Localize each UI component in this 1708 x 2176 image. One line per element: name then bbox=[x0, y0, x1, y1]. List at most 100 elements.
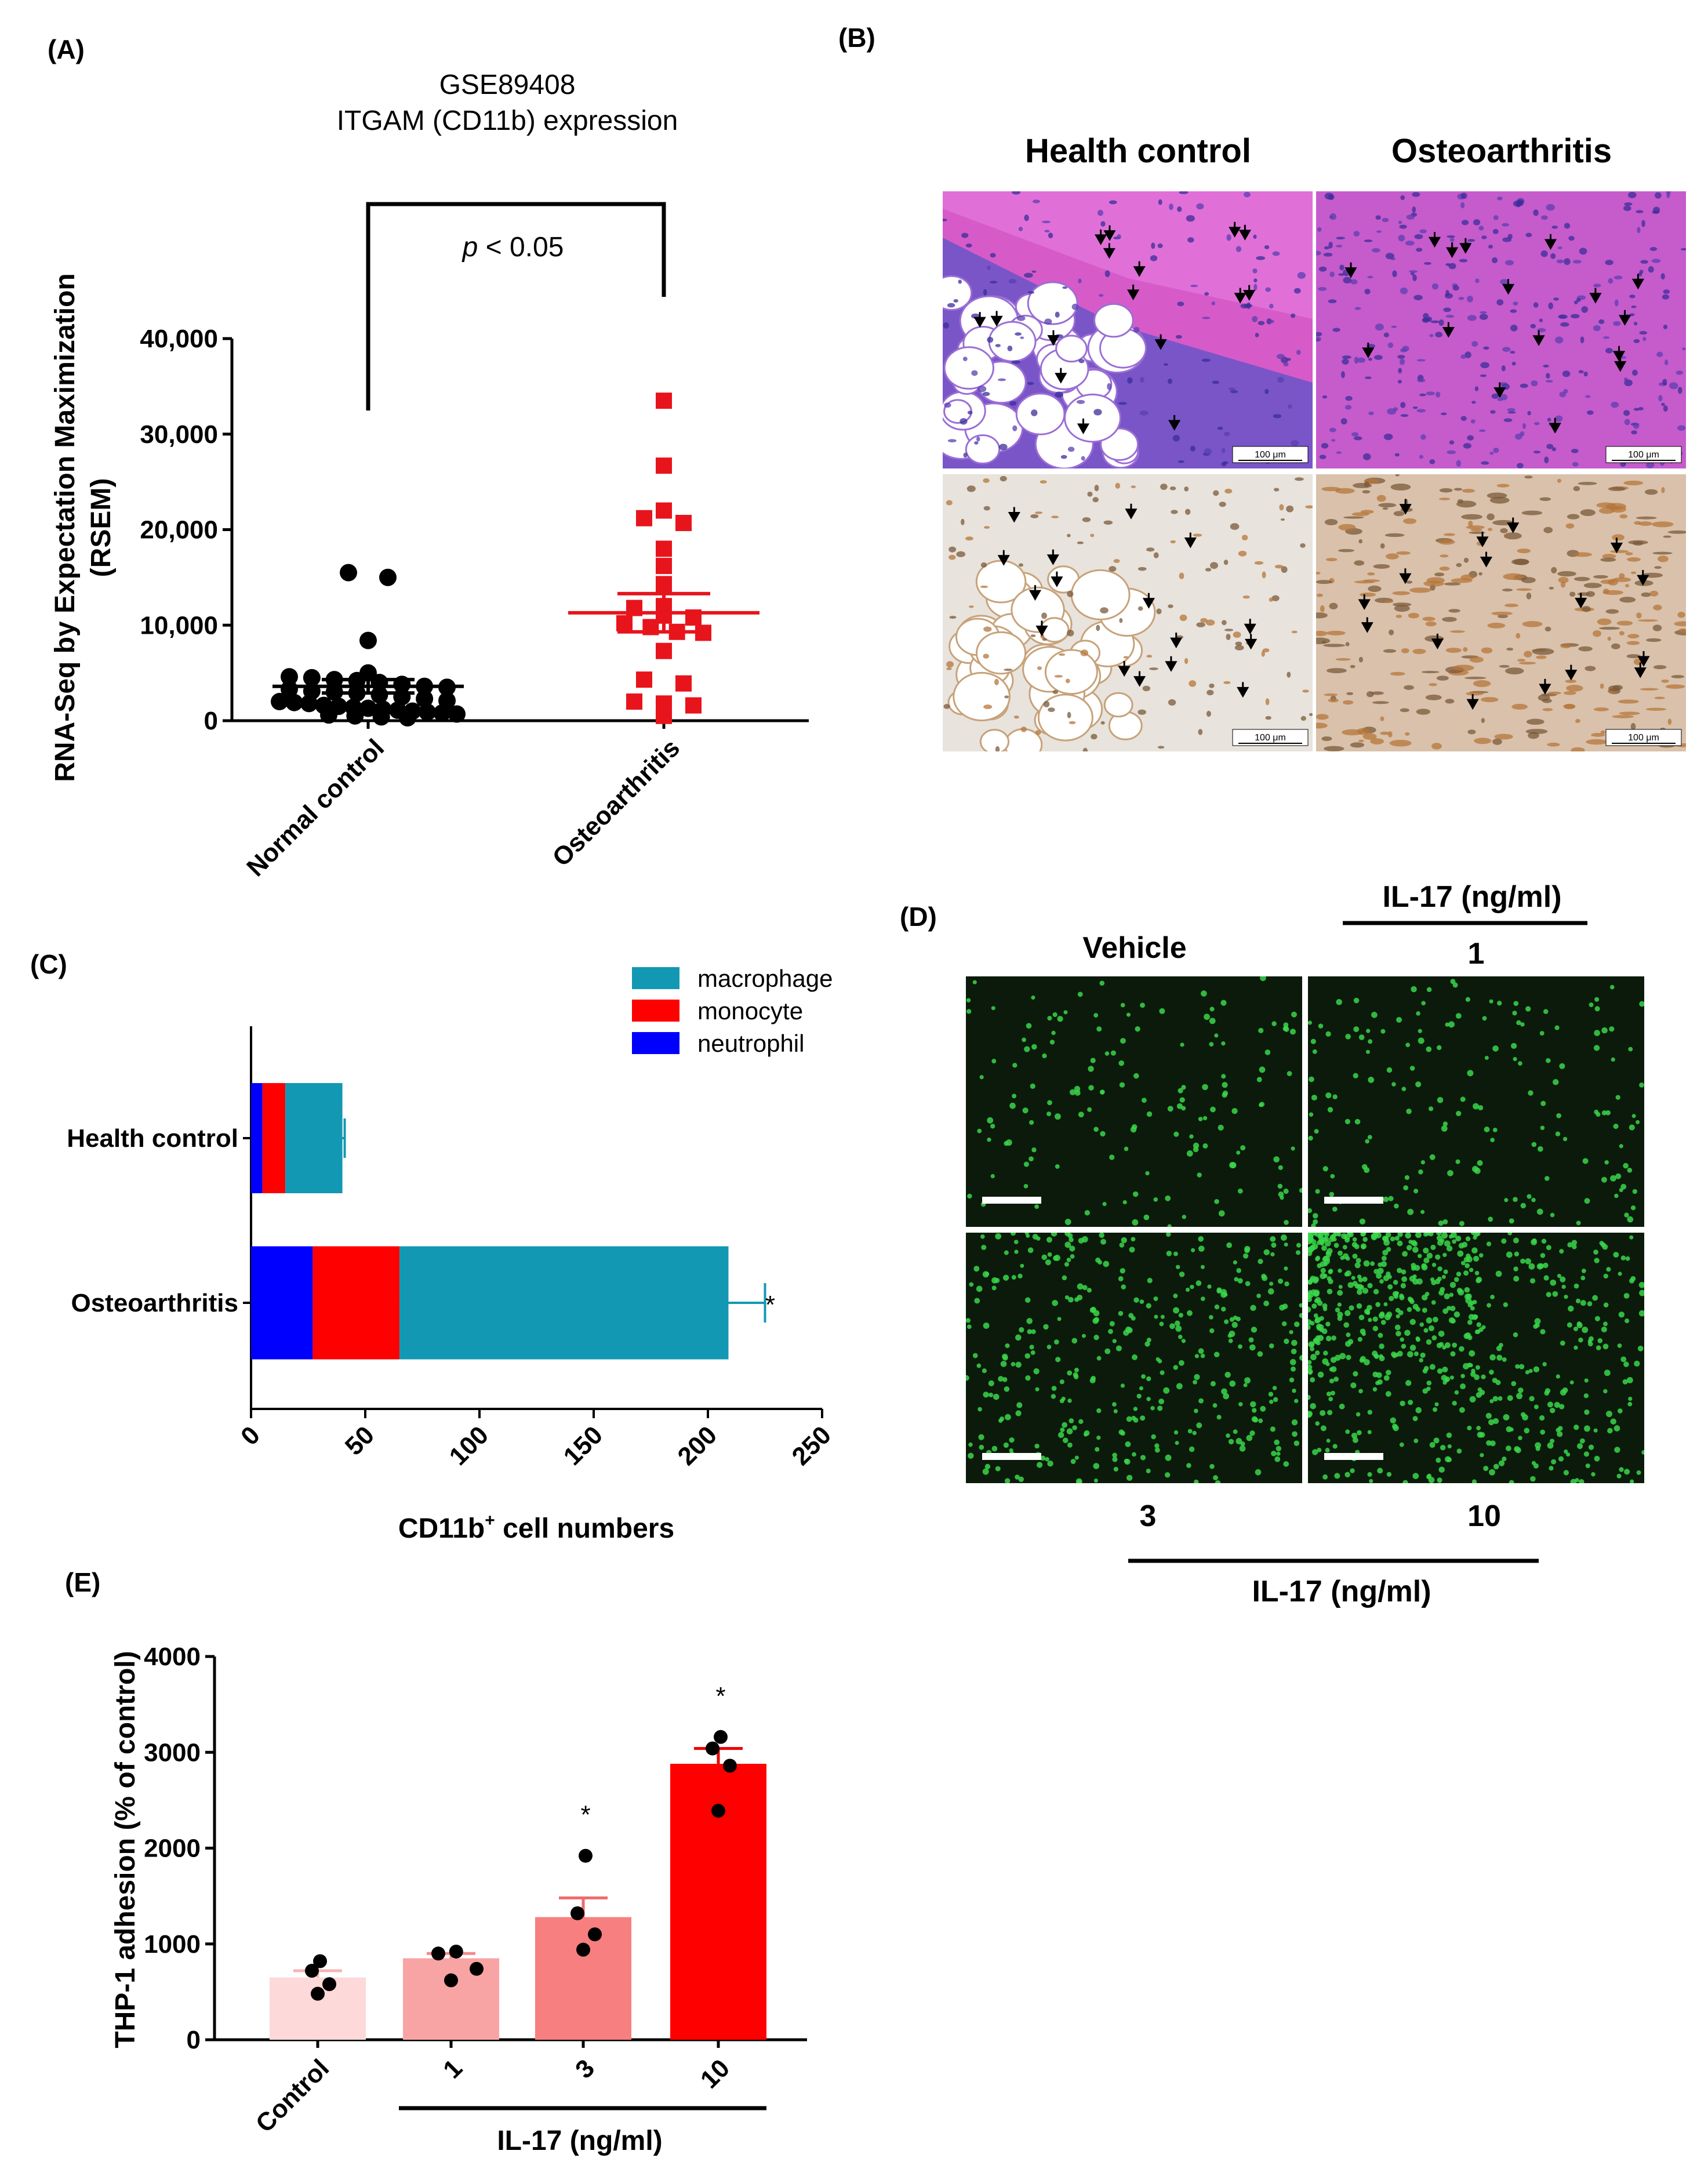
arrow-marker bbox=[1532, 330, 1545, 346]
arrow-marker bbox=[990, 311, 1003, 327]
arrow-marker bbox=[997, 550, 1010, 566]
legend-swatch-neutrophil bbox=[632, 1032, 679, 1054]
arrow-marker bbox=[1431, 633, 1444, 649]
fluorescence-il17-10 bbox=[1308, 1233, 1644, 1483]
scale-bar-label: 100 μm bbox=[1628, 450, 1659, 460]
micrograph-he-health-control: 100 μm bbox=[943, 191, 1313, 468]
y-tick-label-e: 3000 bbox=[144, 1738, 201, 1767]
arrow-marker bbox=[973, 312, 986, 328]
arrow-marker bbox=[1544, 234, 1557, 250]
y-tick-label-a: 20,000 bbox=[140, 516, 218, 544]
x-category-label-a: Osteoarthritis bbox=[547, 733, 685, 872]
arrow-marker bbox=[1507, 517, 1520, 533]
y-category-label-c: Health control bbox=[67, 1124, 238, 1153]
dose-label-10: 10 bbox=[1467, 1499, 1501, 1533]
scatter-chart-a: GSE89408 ITGAM (CD11b) expression 0 10,000 2… bbox=[50, 70, 809, 882]
arrow-marker bbox=[1637, 570, 1649, 586]
stacked-bar-chart-c: 0 50 100 150 200 250 CD11b+ cell numbers Health… bbox=[67, 965, 837, 1544]
significance-bracket-a bbox=[366, 202, 666, 411]
panel-label-c: (C) bbox=[30, 949, 67, 979]
x-category-label-e: 1 bbox=[438, 2054, 468, 2084]
arrow-marker bbox=[1103, 243, 1115, 259]
y-tick-label-e: 1000 bbox=[144, 1930, 201, 1959]
bar-monocyte bbox=[312, 1246, 400, 1360]
y-tick-label-a: 40,000 bbox=[140, 325, 218, 353]
data-point bbox=[636, 510, 652, 526]
arrow-marker bbox=[1142, 593, 1155, 609]
data-point bbox=[636, 671, 652, 688]
legend-swatch-monocyte bbox=[632, 1000, 679, 1022]
arrow-marker bbox=[1446, 242, 1459, 259]
arrow-marker bbox=[1051, 571, 1063, 587]
x-category-label-e: 10 bbox=[695, 2054, 735, 2094]
data-point bbox=[320, 706, 337, 724]
bottom-group-label-il17: IL-17 (ng/ml) bbox=[1252, 1575, 1431, 1608]
data-point bbox=[626, 693, 642, 710]
top-group-label-il17: IL-17 (ng/ml) bbox=[1382, 880, 1561, 914]
legend-label-neutrophil: neutrophil bbox=[697, 1030, 804, 1057]
fluorescence-panel-d: IL-17 (ng/ml) 1 Vehicle 3 10 IL-17 (ng/ml) bbox=[966, 880, 1644, 1608]
data-point bbox=[656, 457, 672, 474]
legend-label-monocyte: monocyte bbox=[697, 997, 803, 1025]
bar-macrophage bbox=[399, 1246, 729, 1360]
micrograph-cd11b-health-control: 100 μm bbox=[943, 474, 1313, 751]
data-point-e bbox=[322, 1977, 336, 1992]
arrow-marker bbox=[1008, 507, 1020, 523]
arrow-marker bbox=[1118, 661, 1131, 677]
data-point bbox=[616, 615, 633, 631]
arrow-marker bbox=[1046, 549, 1059, 565]
data-point bbox=[685, 697, 702, 714]
arrow-marker bbox=[1466, 694, 1479, 710]
arrow-marker bbox=[1055, 368, 1067, 384]
data-point bbox=[300, 695, 318, 713]
arrow-marker bbox=[1133, 261, 1146, 277]
arrow-marker bbox=[1125, 503, 1138, 520]
arrow-marker bbox=[1154, 334, 1167, 350]
fluorescence-vehicle bbox=[966, 976, 1302, 1227]
arrow-marker bbox=[1493, 382, 1506, 398]
data-point bbox=[340, 564, 357, 582]
data-point-e bbox=[313, 1954, 327, 1968]
arrow-marker bbox=[1234, 288, 1247, 304]
data-point bbox=[399, 709, 416, 727]
y-axis-label-e: THP-1 adhesion (% of control) bbox=[110, 1651, 141, 2048]
data-point bbox=[656, 393, 672, 409]
x-tick-label-c: 0 bbox=[235, 1421, 266, 1451]
arrow-marker bbox=[1480, 551, 1493, 568]
data-point bbox=[359, 699, 377, 717]
x-tick-label-c: 50 bbox=[340, 1421, 380, 1461]
data-point bbox=[370, 686, 388, 704]
data-point bbox=[656, 502, 672, 519]
data-point bbox=[656, 642, 672, 659]
p-value-annotation-a: p < 0.05 bbox=[461, 232, 564, 263]
arrow-marker bbox=[1476, 531, 1489, 547]
data-point bbox=[656, 576, 672, 593]
data-point-e bbox=[305, 1964, 319, 1978]
arrow-marker bbox=[1184, 532, 1197, 548]
data-point-e bbox=[570, 1906, 584, 1920]
y-tick-label-e: 0 bbox=[187, 2026, 201, 2054]
arrow-marker bbox=[1133, 671, 1146, 687]
data-point-e bbox=[576, 1942, 590, 1957]
arrow-marker bbox=[1575, 593, 1587, 609]
arrow-marker bbox=[1589, 288, 1602, 304]
data-point bbox=[379, 568, 397, 586]
arrow-marker bbox=[1637, 651, 1650, 667]
arrow-marker bbox=[1126, 284, 1140, 300]
data-point-e bbox=[431, 1946, 445, 1961]
data-point bbox=[448, 705, 466, 723]
data-point bbox=[285, 693, 303, 711]
data-point bbox=[656, 540, 672, 557]
y-tick-label-a: 10,000 bbox=[140, 611, 218, 640]
data-point bbox=[372, 708, 390, 726]
scale-bar bbox=[982, 1453, 1041, 1460]
column-header-health-control: Health control bbox=[1025, 132, 1251, 170]
dose-label-3: 3 bbox=[1140, 1499, 1157, 1533]
bar-macrophage bbox=[285, 1083, 343, 1193]
data-point bbox=[303, 669, 321, 686]
legend-label-macrophage: macrophage bbox=[697, 965, 833, 992]
legend-swatch-macrophage bbox=[632, 967, 679, 989]
arrow-marker bbox=[1549, 417, 1561, 434]
arrow-marker bbox=[1618, 310, 1631, 326]
column-header-osteoarthritis: Osteoarthritis bbox=[1391, 132, 1612, 170]
